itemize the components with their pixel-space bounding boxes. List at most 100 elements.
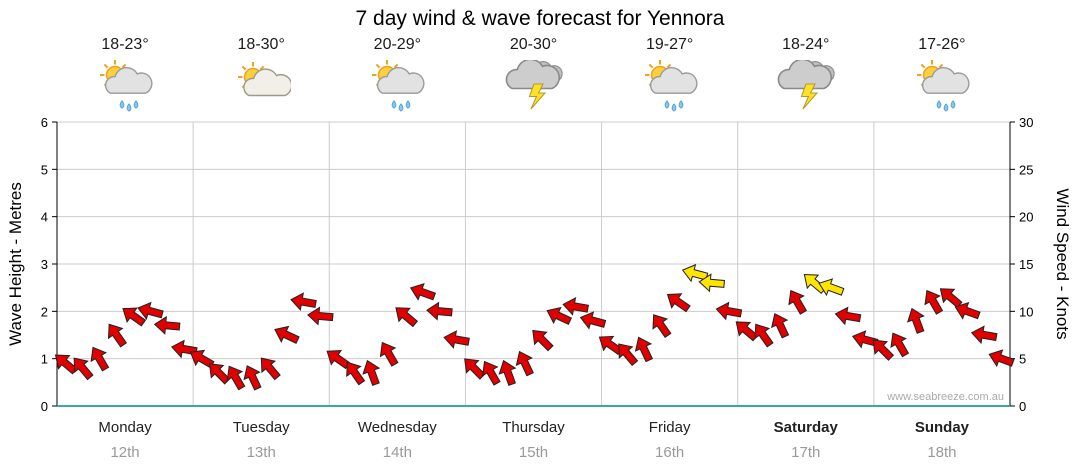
right-axis-tick-label: 30 xyxy=(1019,115,1033,130)
wind-arrow xyxy=(532,329,554,352)
left-axis-tick-label: 0 xyxy=(41,399,48,414)
wind-arrow xyxy=(395,307,419,328)
left-axis-tick-label: 2 xyxy=(41,304,48,319)
right-axis-title: Wind Speed - Knots xyxy=(1053,188,1072,340)
wind-arrow xyxy=(307,306,334,326)
date-label: 13th xyxy=(246,444,276,461)
wind-arrow xyxy=(906,307,925,334)
weather-icon-sun-cloud-rain xyxy=(367,60,427,114)
wind-arrow xyxy=(890,332,910,358)
lightning-icon xyxy=(528,83,546,110)
day-label: Friday xyxy=(648,419,691,436)
wind-arrow xyxy=(137,301,164,321)
wind-arrow xyxy=(954,301,981,320)
wind-arrow xyxy=(818,278,845,297)
date-label: 12th xyxy=(110,444,140,461)
day-temp: 18-23° xyxy=(101,36,149,53)
cloud-icon xyxy=(921,67,970,94)
wind-arrow xyxy=(579,311,607,330)
page-title: 7 day wind & wave forecast for Yennora xyxy=(355,7,725,30)
left-axis-tick-label: 5 xyxy=(41,162,48,177)
weather-icon-storm xyxy=(776,58,836,114)
watermark: www.seabreeze.com.au xyxy=(887,391,1004,403)
wind-arrow xyxy=(243,365,262,391)
wind-arrow xyxy=(290,292,317,312)
wind-arrow xyxy=(715,301,743,321)
right-axis-tick-label: 25 xyxy=(1019,162,1033,177)
rain-icon xyxy=(936,100,956,112)
wind-arrow xyxy=(122,307,147,327)
wind-arrow xyxy=(362,359,381,387)
wind-arrow xyxy=(107,323,128,348)
rain-icon xyxy=(392,100,411,112)
wind-arrow xyxy=(788,289,808,315)
day-label: Saturday xyxy=(773,419,838,436)
wind-arrow xyxy=(226,365,246,391)
wind-arrow xyxy=(666,293,691,313)
date-label: 14th xyxy=(382,444,412,461)
day-temp: 18-30° xyxy=(237,36,285,53)
wind-arrow xyxy=(260,357,281,381)
wind-arrow xyxy=(754,323,774,348)
weather-icon-storm xyxy=(504,58,564,114)
right-axis-tick-label: 5 xyxy=(1019,352,1026,367)
wind-arrow xyxy=(153,315,181,335)
date-label: 18th xyxy=(927,444,957,461)
date-label: 17th xyxy=(791,444,821,461)
wind-arrow xyxy=(681,263,709,283)
wind-arrow xyxy=(274,325,300,344)
lightning-icon xyxy=(800,83,818,110)
wind-arrow xyxy=(970,325,998,345)
wind-arrow xyxy=(379,341,399,367)
wind-arrow xyxy=(698,273,726,293)
day-label: Wednesday xyxy=(357,419,437,436)
wind-arrow xyxy=(562,296,590,316)
wind-arrow xyxy=(482,360,501,386)
wind-arrow xyxy=(73,357,94,381)
rain-icon xyxy=(119,100,139,112)
cloud-icon xyxy=(505,58,560,90)
wind-arrow xyxy=(939,288,963,309)
cloud-icon xyxy=(104,67,153,94)
cloud-icon xyxy=(777,58,832,90)
weather-icon-sun-cloud-rain xyxy=(640,60,700,114)
wind-arrow xyxy=(90,346,110,372)
wind-arrow xyxy=(834,306,862,326)
wind-arrow xyxy=(618,343,639,367)
wind-arrow xyxy=(189,349,215,369)
day-label: Tuesday xyxy=(232,419,290,436)
left-axis-title: Wave Height - Metres xyxy=(6,182,25,346)
wind-arrow xyxy=(924,289,944,315)
left-axis-tick-label: 3 xyxy=(41,257,48,272)
day-label: Sunday xyxy=(914,419,970,436)
wind-arrow xyxy=(515,350,534,377)
day-temp: 19-27° xyxy=(645,36,694,53)
date-label: 16th xyxy=(655,444,685,461)
right-axis-tick-label: 0 xyxy=(1019,399,1026,414)
wind-arrow xyxy=(652,314,672,339)
left-axis-tick-label: 1 xyxy=(41,352,48,367)
wind-arrow xyxy=(872,339,895,361)
wind-arrow xyxy=(546,306,573,326)
wind-arrow xyxy=(346,361,366,386)
weather-icon-sun-cloud xyxy=(231,60,293,114)
weather-icon-sun-cloud-rain xyxy=(912,60,972,114)
cloud-icon xyxy=(649,67,698,94)
right-axis-tick-label: 15 xyxy=(1019,257,1033,272)
wind-arrow xyxy=(426,301,453,321)
wind-arrow xyxy=(634,336,654,363)
wind-arrow xyxy=(851,330,879,349)
wind-arrow xyxy=(988,349,1015,368)
day-temp: 17-26° xyxy=(918,36,966,53)
wind-arrow xyxy=(771,312,790,339)
rain-icon xyxy=(664,100,683,112)
left-axis-tick-label: 6 xyxy=(41,115,48,130)
day-label: Monday xyxy=(98,419,152,436)
day-temp: 20-30° xyxy=(509,36,558,53)
wind-arrow xyxy=(326,350,351,370)
right-axis-tick-label: 10 xyxy=(1019,304,1033,319)
date-label: 15th xyxy=(518,444,549,461)
wind-arrow xyxy=(498,359,517,387)
